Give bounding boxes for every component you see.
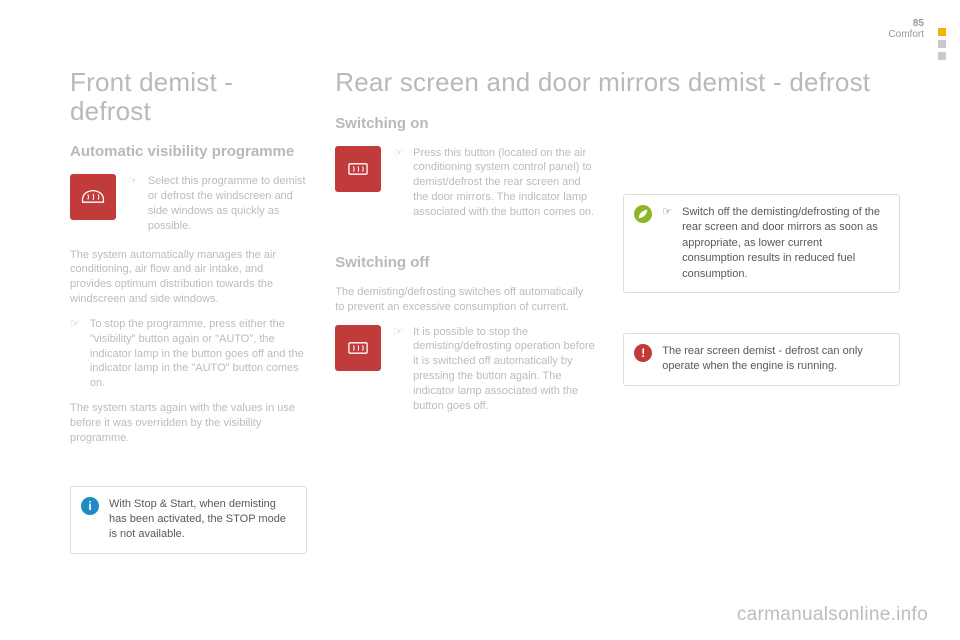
text-select-programme: Select this programme to demist or defro… [148, 174, 307, 233]
columns: Front demist - defrost Automatic visibil… [70, 68, 900, 554]
pointer-icon: ☞ [70, 317, 84, 391]
pointer-icon: ☞ [393, 325, 407, 414]
pointer-icon: ☞ [128, 174, 142, 233]
text-switch-on: Press this button (located on the air co… [413, 146, 595, 220]
row-switch-on: ☞ Press this button (located on the air … [335, 146, 595, 220]
watermark: carmanualsonline.info [737, 604, 928, 626]
page-content: Front demist - defrost Automatic visibil… [0, 0, 960, 640]
note-warning-text: The rear screen demist - defrost can onl… [662, 344, 887, 375]
para-system-restarts: The system starts again with the values … [70, 401, 307, 446]
subheading-switch-on: Switching on [335, 115, 595, 132]
rear-demist-icon [335, 325, 381, 371]
bullet-select: ☞ Select this programme to demist or def… [128, 174, 307, 233]
text-stop-programme: To stop the programme, press either the … [90, 317, 307, 391]
note-warning: ! The rear screen demist - defrost can o… [623, 333, 900, 386]
pointer-icon: ☞ [393, 146, 407, 220]
note-stop-start: i With Stop & Start, when demisting has … [70, 486, 307, 554]
bullet-switch-on: ☞ Press this button (located on the air … [393, 146, 595, 220]
windscreen-icon [70, 174, 116, 220]
info-icon: i [81, 497, 99, 515]
col-notes: ☞ Switch off the demisting/defrosting of… [623, 68, 900, 554]
subheading-switch-off: Switching off [335, 254, 595, 271]
para-system-manages: The system automatically manages the air… [70, 248, 307, 307]
bullet-switch-off: ☞ It is possible to stop the demisting/d… [393, 325, 595, 414]
leaf-icon [634, 205, 652, 223]
warning-icon: ! [634, 344, 652, 362]
note-eco-text: Switch off the demisting/defrosting of t… [682, 205, 887, 282]
note-stop-start-text: With Stop & Start, when demisting has be… [109, 497, 294, 543]
subheading-visibility: Automatic visibility programme [70, 143, 307, 160]
rear-demist-icon [335, 146, 381, 192]
col-rear-demist: Rear screen and door mirrors demist - de… [335, 68, 595, 554]
bullet-stop: ☞ To stop the programme, press either th… [70, 317, 307, 391]
note-eco: ☞ Switch off the demisting/defrosting of… [623, 194, 900, 293]
note-eco-body: ☞ Switch off the demisting/defrosting of… [662, 205, 887, 282]
text-switch-off: It is possible to stop the demisting/def… [413, 325, 595, 414]
row-select-programme: ☞ Select this programme to demist or def… [70, 174, 307, 233]
heading-front-demist: Front demist - defrost [70, 68, 307, 125]
pointer-icon: ☞ [662, 205, 676, 282]
col-front-demist: Front demist - defrost Automatic visibil… [70, 68, 307, 554]
para-switch-off: The demisting/defrosting switches off au… [335, 285, 595, 315]
row-switch-off: ☞ It is possible to stop the demisting/d… [335, 325, 595, 414]
